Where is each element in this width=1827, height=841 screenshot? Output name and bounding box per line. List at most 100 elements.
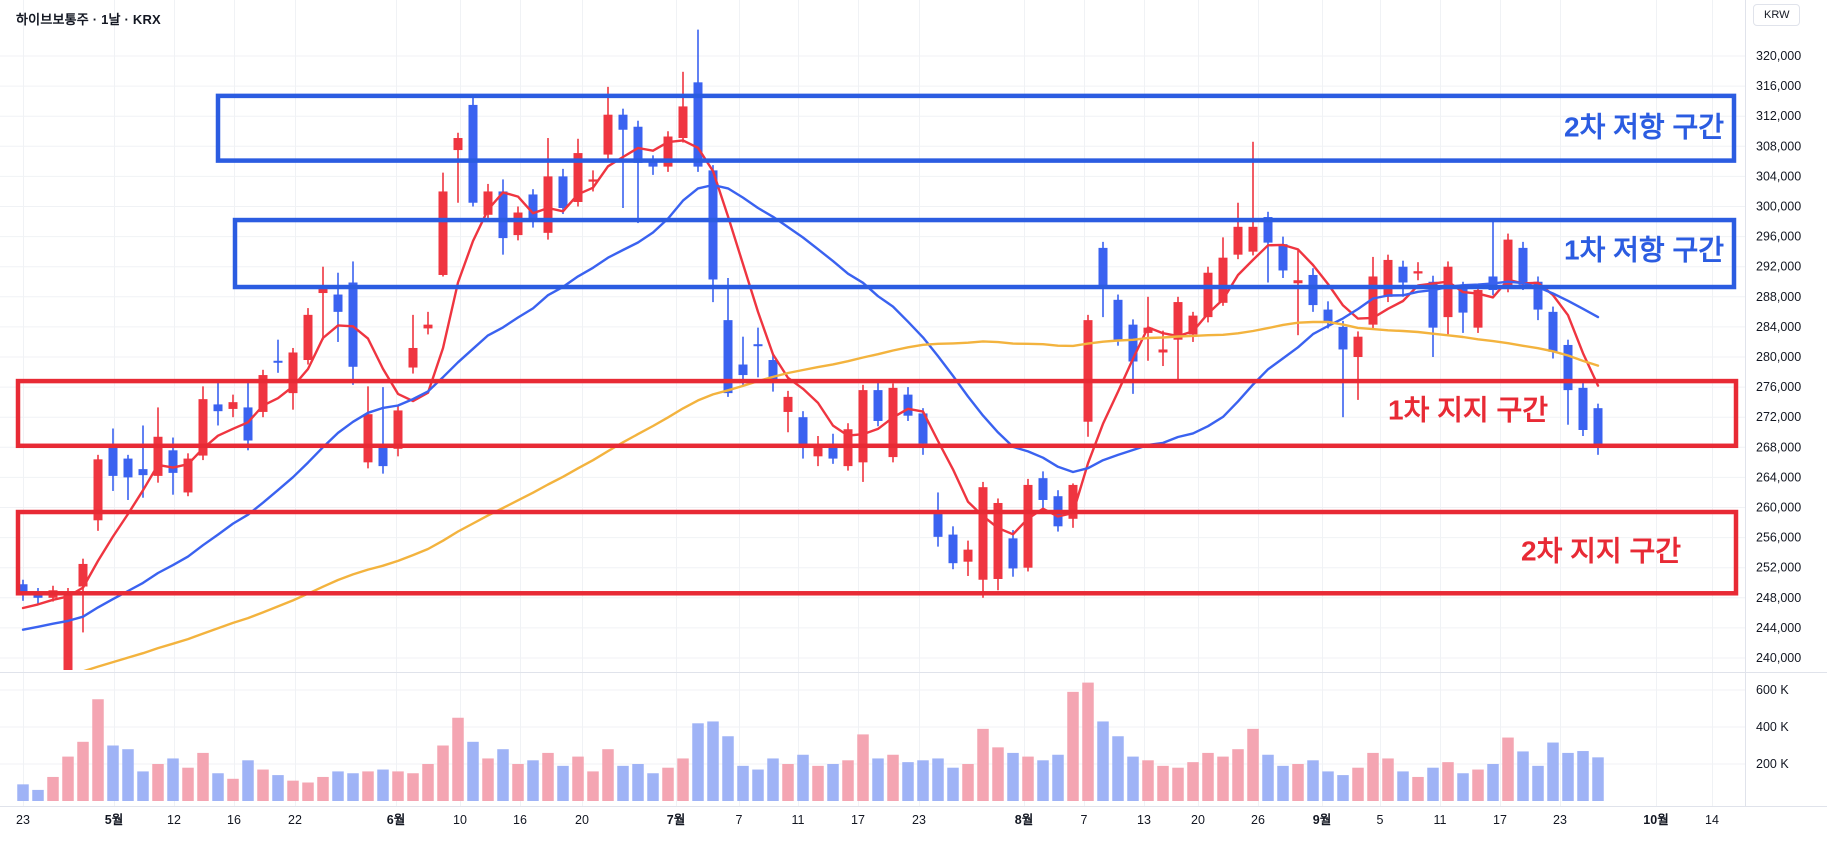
volume-bar xyxy=(1532,765,1544,801)
volume-bar xyxy=(422,764,434,801)
volume-bar xyxy=(1517,751,1529,801)
candle-body xyxy=(123,458,133,478)
volume-bar xyxy=(887,754,899,801)
symbol-legend[interactable]: 하이브보통주 · 1날 · KRX xyxy=(16,12,161,27)
price-tick-label: 320,000 xyxy=(1756,49,1801,63)
candle-body xyxy=(1278,244,1288,271)
candle-body xyxy=(828,443,838,459)
volume-bar xyxy=(1412,776,1424,801)
price-tick-label: 284,000 xyxy=(1756,320,1801,334)
candle-body xyxy=(798,417,808,448)
candle-body xyxy=(1443,266,1453,318)
volume-bar xyxy=(1307,760,1319,801)
volume-bar xyxy=(1382,758,1394,801)
candle-body xyxy=(528,194,538,222)
candle-body xyxy=(1218,257,1228,303)
candle-body xyxy=(753,344,763,347)
price-tick-label: 300,000 xyxy=(1756,200,1801,214)
volume-bar xyxy=(842,760,854,801)
volume-bar xyxy=(1082,682,1094,801)
volume-bar xyxy=(767,758,779,801)
volume-bar xyxy=(992,747,1004,801)
price-axis[interactable] xyxy=(1745,0,1827,806)
candle-body xyxy=(1503,239,1513,288)
candle-body xyxy=(1293,280,1303,284)
volume-bar xyxy=(812,765,824,801)
time-tick-label: 11 xyxy=(1434,813,1447,827)
volume-bar xyxy=(1262,754,1274,801)
volume-bar xyxy=(242,760,254,801)
time-tick-label: 13 xyxy=(1137,813,1151,827)
volume-bar xyxy=(482,758,494,801)
volume-bar xyxy=(617,765,629,801)
candle-body xyxy=(273,360,283,363)
volume-bar xyxy=(392,771,404,801)
candle-body xyxy=(1308,274,1318,306)
volume-bar xyxy=(1397,771,1409,801)
candle-body xyxy=(678,106,688,139)
currency-toggle[interactable]: KRW xyxy=(1753,4,1801,26)
candle-body xyxy=(393,410,403,449)
candle-body xyxy=(603,114,613,155)
volume-bar xyxy=(1052,754,1064,801)
candle-body xyxy=(1038,478,1048,500)
candle-body xyxy=(1458,287,1468,313)
volume-bar xyxy=(272,775,284,801)
volume-bar xyxy=(332,771,344,801)
ma-line-ma5 xyxy=(21,139,1600,610)
price-tick-label: 272,000 xyxy=(1756,410,1801,424)
candle-body xyxy=(408,347,418,368)
candle-body xyxy=(693,82,703,167)
candle-body xyxy=(1593,408,1603,447)
time-tick-label: 17 xyxy=(1493,813,1507,827)
time-tick-label: 9월 xyxy=(1313,812,1331,827)
candle-body xyxy=(243,407,253,441)
time-tick-label: 20 xyxy=(575,813,589,827)
candle-body xyxy=(93,459,103,521)
volume-bar xyxy=(752,769,764,801)
volume-bar xyxy=(167,758,179,801)
candle-body xyxy=(1368,276,1378,325)
price-tick-label: 244,000 xyxy=(1756,621,1801,635)
volume-bar xyxy=(32,789,44,801)
volume-bar xyxy=(347,773,359,801)
candle-body xyxy=(228,402,238,409)
time-axis[interactable] xyxy=(0,806,1827,841)
time-tick-label: 5월 xyxy=(105,812,123,827)
zone-box-support-2[interactable] xyxy=(15,509,1739,596)
time-tick-label: 20 xyxy=(1191,813,1205,827)
volume-bar xyxy=(977,728,989,801)
price-tick-label: 296,000 xyxy=(1756,230,1801,244)
candle-body xyxy=(153,436,163,476)
volume-bar xyxy=(407,773,419,801)
volume-bar xyxy=(77,741,89,801)
volume-bar xyxy=(1247,728,1259,801)
volume-bar xyxy=(1127,756,1139,801)
candle-body xyxy=(108,447,118,476)
volume-bar xyxy=(1457,773,1469,801)
price-tick-label: 312,000 xyxy=(1756,109,1801,123)
price-tick-label: 248,000 xyxy=(1756,591,1801,605)
candle-body xyxy=(1413,271,1423,274)
price-tick-label: 256,000 xyxy=(1756,531,1801,545)
zone-box-resistance-2[interactable] xyxy=(215,93,1737,163)
volume-bar xyxy=(632,764,644,801)
volume-bar xyxy=(572,756,584,801)
candle-body xyxy=(918,413,928,444)
candle-body xyxy=(1023,484,1033,568)
candle-body xyxy=(1383,259,1393,297)
zone-box-support-1[interactable] xyxy=(15,378,1739,449)
separators-layer xyxy=(0,0,1827,807)
candle-body xyxy=(438,191,448,275)
volume-bar xyxy=(302,782,314,801)
candle-body xyxy=(783,396,793,412)
time-tick-label: 16 xyxy=(513,813,527,827)
volume-bar xyxy=(587,771,599,801)
price-tick-label: 252,000 xyxy=(1756,561,1801,575)
candle-body xyxy=(1578,387,1588,430)
volume-bar xyxy=(1232,749,1244,801)
volume-bar xyxy=(692,723,704,801)
zone-box-resistance-1[interactable] xyxy=(232,217,1737,290)
